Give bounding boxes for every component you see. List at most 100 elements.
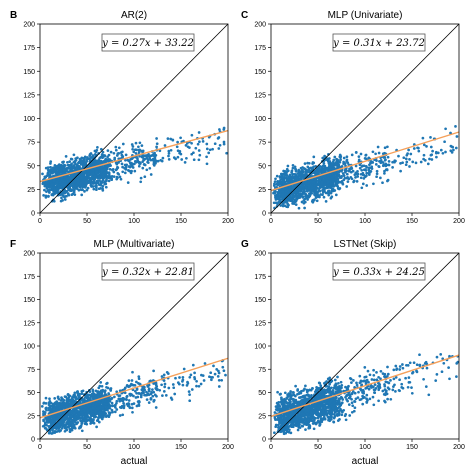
scatter-point [98,179,101,182]
scatter-point [194,146,198,150]
scatter-point [211,147,214,151]
scatter-point [62,168,66,172]
scatter-point [104,403,108,406]
scatter-point [303,200,307,204]
scatter-point [46,170,50,174]
scatter-point [314,196,318,199]
scatter-point [155,145,158,149]
scatter-point [330,181,334,185]
scatter-point [295,176,299,180]
scatter-point [386,145,389,149]
scatter-point [215,368,219,371]
scatter-point [340,181,344,184]
scatter-point [318,184,322,188]
scatter-point [369,169,373,173]
scatter-point [77,168,81,171]
scatter-point [139,180,143,184]
scatter-point [166,137,170,140]
scatter-point [109,387,112,391]
scatter-point [399,162,402,165]
scatter-point [383,172,386,175]
scatter-point [197,131,201,134]
scatter-point [402,156,406,160]
scatter-point [41,424,45,428]
scatter-point [47,418,51,422]
scatter-point [276,180,280,183]
scatter-point [443,140,446,144]
scatter-point [284,171,288,175]
scatter-point [317,182,321,186]
scatter-point [130,379,134,382]
scatter-point [324,191,328,195]
scatter-point [52,179,56,183]
scatter-point [89,397,92,400]
scatter-point [99,381,103,384]
scatter-point [113,395,116,399]
scatter-point [137,375,141,378]
scatter-point [378,386,382,389]
scatter-point [362,177,366,180]
scatter-point [151,388,154,391]
scatter-point [90,393,94,397]
y-tick-label: 150 [23,297,35,304]
scatter-point [182,367,186,371]
scatter-point [98,156,102,160]
scatter-point [103,154,106,158]
scatter-point [107,392,110,395]
scatter-point [208,375,211,379]
scatter-point [60,418,63,422]
scatter-point [86,156,89,159]
scatter-point [74,178,77,182]
scatter-point [154,382,157,386]
scatter-point [304,194,308,198]
scatter-point [426,162,430,166]
scatter-point [217,378,221,382]
scatter-point [41,172,44,176]
scatter-point [64,182,67,186]
scatter-point [76,414,79,418]
scatter-point [300,184,304,188]
scatter-point [107,179,111,183]
scatter-point [62,405,66,409]
scatter-point [91,403,95,407]
scatter-point [68,189,72,192]
scatter-point [85,188,89,192]
scatter-point [303,206,306,210]
scatter-point [300,200,304,204]
scatter-point [80,405,84,409]
scatter-point [186,382,190,385]
scatter-point [53,397,57,400]
scatter-point [408,158,411,161]
scatter-point [113,410,117,414]
scatter-point [322,195,326,199]
scatter-point [78,157,82,161]
scatter-point [47,194,50,198]
scatter-point [298,188,301,191]
scatter-point [45,190,48,193]
scatter-points [40,359,227,435]
scatter-point [375,172,379,176]
scatter-point [288,178,292,181]
identity-line [39,23,229,214]
x-tick-label: 150 [175,218,187,225]
scatter-point [97,187,101,191]
scatter-point [57,177,60,181]
scatter-point [274,201,278,205]
scatter-point [407,376,411,379]
scatter-point [131,166,135,169]
y-tick-label: 0 [262,211,266,218]
scatter-point [117,172,121,176]
x-tick-label: 100 [128,218,140,225]
scatter-point [57,415,61,419]
scatter-point [389,397,393,401]
scatter-point [213,372,217,376]
scatter-point [42,418,45,422]
scatter-point [359,152,363,156]
scatter-point [106,149,110,152]
scatter-point [392,377,396,381]
y-tick-label: 25 [27,413,35,420]
scatter-point [367,173,371,176]
scatter-point [173,392,177,396]
scatter-point [297,206,301,210]
y-tick-label: 50 [27,390,35,397]
